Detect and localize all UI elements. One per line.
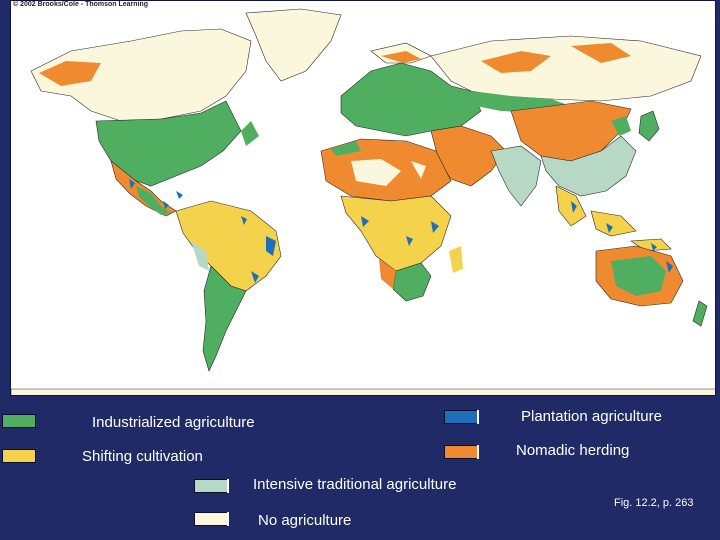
region-europe-industrial xyxy=(340,62,482,137)
region-alaska-nomadic xyxy=(39,61,101,86)
figure-reference: Fig. 12.2, p. 263 xyxy=(614,497,694,509)
legend-label-shifting: Shifting cultivation xyxy=(82,448,203,465)
legend-swatch-intensive xyxy=(194,479,228,493)
legend-swatch-shifting xyxy=(2,449,36,463)
region-south-america-industrial xyxy=(202,265,247,372)
legend-label-none: No agriculture xyxy=(258,512,352,529)
legend-tick-plantation xyxy=(477,410,479,424)
region-north-america-arctic xyxy=(30,28,252,122)
world-map-svg xyxy=(11,1,715,395)
world-map: © 2002 Brooks/Cole - Thomson Learning xyxy=(10,0,716,396)
legend-tick-nomadic xyxy=(477,445,479,459)
region-east-asia-intensive xyxy=(540,135,637,197)
region-india xyxy=(490,145,542,207)
legend-tick-intensive xyxy=(227,479,229,493)
map-credit: © 2002 Brooks/Cole - Thomson Learning xyxy=(13,1,149,8)
legend-label-nomadic: Nomadic herding xyxy=(516,442,630,459)
region-central-asia-nomadic xyxy=(510,100,632,162)
legend-swatch-plantation xyxy=(444,410,478,424)
legend-label-intensive: Intensive traditional agriculture xyxy=(253,476,457,493)
legend-swatch-nomadic xyxy=(444,445,478,459)
legend-swatch-industrialized xyxy=(2,414,36,428)
region-antarctica xyxy=(11,388,715,395)
region-greenland xyxy=(245,8,342,82)
legend-label-industrialized: Industrialized agriculture xyxy=(92,414,255,431)
legend-label-plantation: Plantation agriculture xyxy=(521,408,662,425)
legend-swatch-none xyxy=(194,512,228,526)
region-central-america xyxy=(110,160,177,217)
legend-tick-none xyxy=(227,512,229,526)
